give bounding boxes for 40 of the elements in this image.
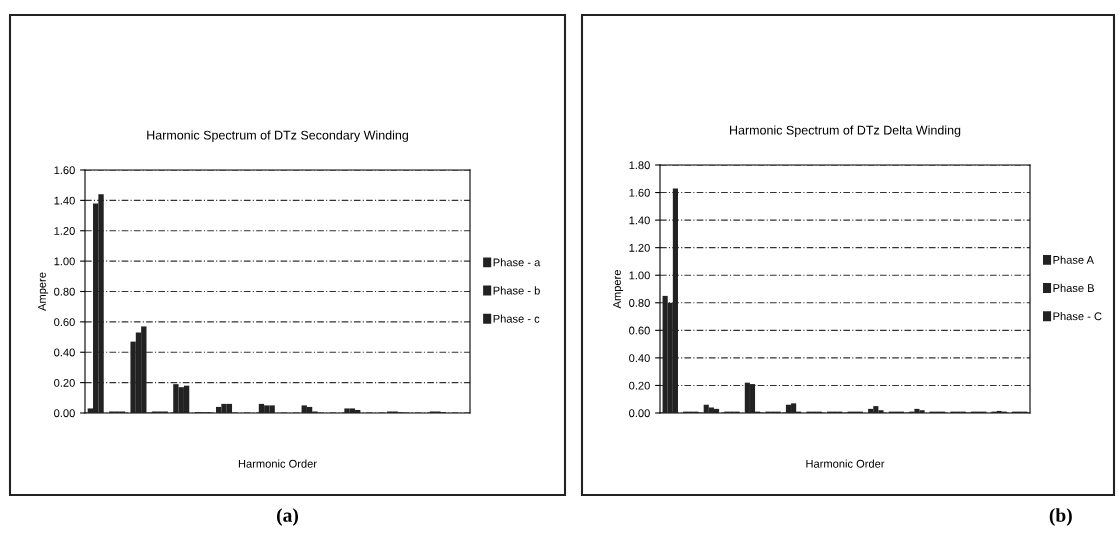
y-tick-label: 1.60 [54, 166, 75, 175]
y-tick-label: 1.40 [629, 216, 650, 225]
y-tick-label: 0.40 [629, 354, 650, 363]
bar [258, 403, 265, 413]
y-axis-title: Ampere [38, 272, 49, 311]
y-tick-label: 0.00 [629, 409, 650, 418]
legend-label: Phase - c [493, 314, 540, 323]
legend-label: Phase A [1053, 255, 1094, 264]
bar [713, 408, 720, 413]
y-tick-label: 0.00 [54, 409, 75, 418]
text: (a) [277, 508, 298, 526]
y-tick-label: 0.80 [629, 299, 650, 307]
x-axis-title: Harmonic Order [806, 459, 885, 468]
legend-label: Phase - C [1053, 312, 1102, 321]
y-tick-label: 1.20 [54, 227, 75, 235]
bar [183, 385, 190, 413]
y-axis-title: Ampere [613, 270, 624, 309]
y-tick-label: 0.60 [54, 318, 75, 327]
bar [868, 408, 874, 413]
bar [749, 384, 756, 413]
legend-label: Phase B [1053, 283, 1095, 293]
legend-label: Phase - b [493, 286, 540, 295]
y-tick-label: 0.20 [629, 381, 650, 390]
chart-title: Harmonic Spectrum of DTz Delta Winding [730, 125, 961, 138]
legend-label: Phase - a [493, 258, 541, 267]
y-tick-label: 1.00 [629, 271, 650, 280]
y-tick-label: 0.60 [629, 326, 650, 335]
bar [672, 188, 678, 413]
y-tick-label: 1.20 [629, 243, 650, 252]
text: (b) [1049, 508, 1072, 526]
y-tick-label: 1.00 [54, 257, 75, 266]
y-tick-label: 0.80 [54, 287, 75, 296]
bar [785, 404, 792, 413]
y-tick-label: 1.40 [54, 196, 75, 205]
chart-title: Harmonic Spectrum of DTz Secondary Winding [147, 130, 408, 143]
x-axis-title: Harmonic Order [238, 459, 317, 468]
y-tick-label: 1.80 [629, 161, 650, 170]
y-tick-label: 1.60 [629, 188, 650, 197]
y-tick-label: 0.40 [54, 348, 75, 357]
y-tick-label: 0.20 [54, 378, 75, 387]
